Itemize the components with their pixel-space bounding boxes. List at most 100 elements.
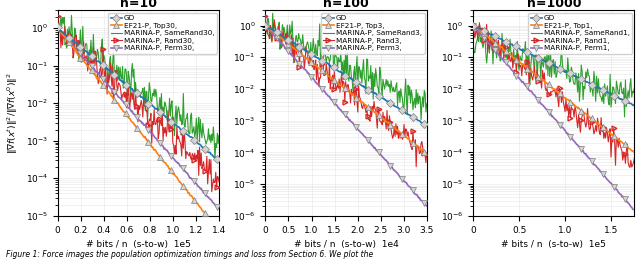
GD bbox=[268, 28, 276, 31]
Line: MARINA-P, SameRand30,: MARINA-P, SameRand30, bbox=[58, 15, 219, 159]
GD bbox=[84, 51, 92, 54]
MARINA-P, Rand3, bbox=[415, 152, 423, 155]
GD bbox=[63, 34, 71, 37]
Line: EF21-P, Top30,: EF21-P, Top30, bbox=[55, 25, 222, 230]
Title: n=1000: n=1000 bbox=[527, 0, 581, 10]
MARINA-P, Rand1, bbox=[472, 29, 479, 32]
MARINA-P, SameRand3, bbox=[305, 49, 313, 52]
MARINA-P, SameRand30, bbox=[68, 14, 76, 17]
GD bbox=[415, 119, 422, 122]
Line: EF21-P, Top3,: EF21-P, Top3, bbox=[262, 23, 429, 157]
MARINA-P, Perm1, bbox=[469, 25, 477, 28]
MARINA-P, Rand1, bbox=[625, 165, 633, 168]
MARINA-P, Rand30, bbox=[63, 44, 71, 48]
MARINA-P, Rand3, bbox=[412, 165, 420, 168]
MARINA-P, Rand3, bbox=[271, 25, 279, 28]
MARINA-P, SameRand1, bbox=[476, 21, 483, 24]
Line: MARINA-P, Rand3,: MARINA-P, Rand3, bbox=[263, 14, 429, 169]
GD bbox=[305, 50, 312, 54]
Line: MARINA-P, Rand30,: MARINA-P, Rand30, bbox=[55, 13, 221, 194]
MARINA-P, Rand30, bbox=[54, 14, 61, 17]
X-axis label: # bits / n  (s-to-w)  1e5: # bits / n (s-to-w) 1e5 bbox=[86, 240, 191, 249]
MARINA-P, Rand30, bbox=[202, 170, 209, 173]
EF21-P, Top3, bbox=[409, 142, 417, 145]
EF21-P, Top3, bbox=[271, 31, 279, 35]
GD bbox=[262, 24, 269, 27]
MARINA-P, Rand30, bbox=[215, 180, 223, 184]
GD bbox=[271, 29, 279, 32]
MARINA-P, Rand1, bbox=[469, 22, 477, 25]
EF21-P, Top3, bbox=[423, 153, 431, 156]
MARINA-P, Perm30, bbox=[60, 34, 68, 37]
MARINA-P, SameRand1, bbox=[621, 115, 628, 118]
MARINA-P, Perm1, bbox=[488, 46, 496, 49]
EF21-P, Top3, bbox=[268, 29, 276, 32]
EF21-P, Top30, bbox=[97, 80, 104, 83]
X-axis label: # bits / n  (s-to-w)  1e4: # bits / n (s-to-w) 1e4 bbox=[294, 240, 399, 249]
GD bbox=[60, 32, 68, 35]
Line: MARINA-P, SameRand3,: MARINA-P, SameRand3, bbox=[266, 13, 427, 120]
MARINA-P, Rand30, bbox=[207, 158, 215, 161]
MARINA-P, SameRand1, bbox=[614, 85, 621, 88]
MARINA-P, Rand1, bbox=[531, 65, 538, 68]
EF21-P, Top1, bbox=[502, 50, 510, 53]
Line: MARINA-P, Perm1,: MARINA-P, Perm1, bbox=[470, 24, 637, 213]
GD bbox=[488, 33, 496, 36]
MARINA-P, Rand1, bbox=[502, 49, 510, 53]
MARINA-P, Rand3, bbox=[292, 44, 300, 47]
MARINA-P, SameRand30, bbox=[215, 134, 223, 137]
EF21-P, Top1, bbox=[630, 151, 638, 154]
EF21-P, Top1, bbox=[469, 24, 477, 27]
MARINA-P, SameRand30, bbox=[84, 57, 92, 60]
EF21-P, Top30, bbox=[54, 27, 61, 30]
MARINA-P, SameRand30, bbox=[98, 44, 106, 47]
EF21-P, Top30, bbox=[215, 225, 223, 229]
Title: n=100: n=100 bbox=[323, 0, 369, 10]
MARINA-P, Perm30, bbox=[63, 37, 71, 40]
MARINA-P, SameRand3, bbox=[423, 102, 431, 105]
MARINA-P, SameRand30, bbox=[54, 34, 61, 37]
MARINA-P, Rand3, bbox=[268, 40, 276, 43]
Line: EF21-P, Top1,: EF21-P, Top1, bbox=[470, 23, 637, 155]
MARINA-P, Perm3, bbox=[409, 188, 417, 192]
Text: Figure 1: Force images the population optimization timings and loss from Section: Figure 1: Force images the population op… bbox=[6, 250, 374, 259]
MARINA-P, SameRand3, bbox=[262, 18, 269, 21]
MARINA-P, Rand3, bbox=[262, 15, 269, 18]
MARINA-P, Perm3, bbox=[271, 34, 279, 37]
Legend: GD, EF21-P, Top1,, MARINA-P, SameRand1,, MARINA-P, Rand1,, MARINA-P, Perm1,: GD, EF21-P, Top1,, MARINA-P, SameRand1,,… bbox=[528, 12, 632, 54]
GD bbox=[54, 26, 61, 29]
EF21-P, Top30, bbox=[60, 35, 68, 38]
MARINA-P, Perm1, bbox=[625, 202, 633, 205]
MARINA-P, Perm3, bbox=[262, 24, 269, 27]
MARINA-P, SameRand30, bbox=[63, 28, 71, 31]
MARINA-P, Rand1, bbox=[630, 156, 638, 159]
EF21-P, Top1, bbox=[488, 39, 496, 42]
EF21-P, Top30, bbox=[63, 38, 71, 42]
MARINA-P, Perm1, bbox=[531, 93, 538, 96]
MARINA-P, Perm3, bbox=[305, 72, 312, 75]
MARINA-P, Perm30, bbox=[84, 61, 92, 64]
MARINA-P, Rand30, bbox=[60, 37, 68, 40]
MARINA-P, Perm3, bbox=[423, 204, 431, 207]
Legend: GD, EF21-P, Top30,, MARINA-P, SameRand30,, MARINA-P, Rand30,, MARINA-P, Perm30,: GD, EF21-P, Top30,, MARINA-P, SameRand30… bbox=[108, 12, 217, 54]
GD bbox=[531, 54, 538, 57]
EF21-P, Top3, bbox=[415, 145, 422, 148]
EF21-P, Top30, bbox=[212, 225, 220, 229]
MARINA-P, SameRand1, bbox=[531, 51, 539, 54]
GD bbox=[97, 62, 104, 65]
MARINA-P, Rand3, bbox=[423, 152, 431, 155]
MARINA-P, Perm30, bbox=[202, 192, 209, 195]
EF21-P, Top30, bbox=[207, 219, 215, 222]
Title: n=10: n=10 bbox=[120, 0, 157, 10]
MARINA-P, Rand1, bbox=[626, 166, 634, 169]
EF21-P, Top3, bbox=[305, 58, 312, 61]
Line: GD: GD bbox=[55, 25, 222, 163]
Line: GD: GD bbox=[470, 23, 637, 109]
GD bbox=[472, 26, 479, 29]
EF21-P, Top30, bbox=[84, 65, 92, 68]
MARINA-P, Perm1, bbox=[630, 209, 638, 212]
MARINA-P, Perm30, bbox=[54, 27, 61, 30]
EF21-P, Top1, bbox=[625, 147, 633, 150]
MARINA-P, SameRand3, bbox=[292, 34, 300, 37]
MARINA-P, SameRand1, bbox=[469, 40, 477, 43]
